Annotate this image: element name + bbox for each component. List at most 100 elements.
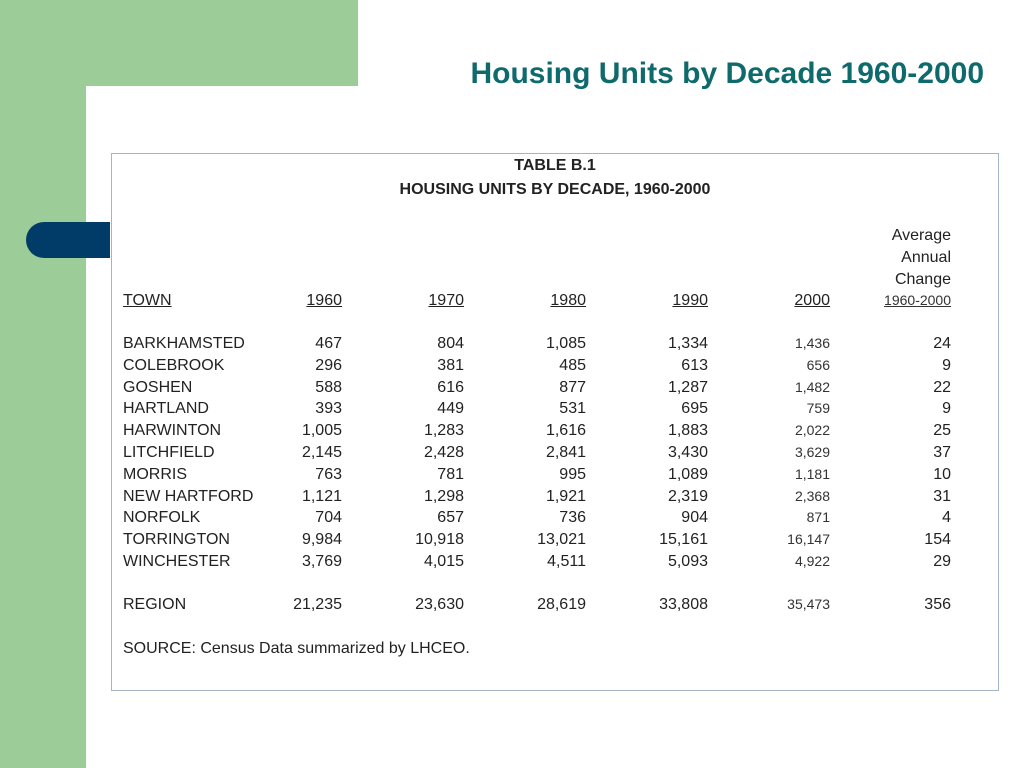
table-cell-avg-change: 31 bbox=[933, 488, 951, 506]
column-header-town: TOWN bbox=[123, 292, 172, 310]
table-cell-town: MORRIS bbox=[123, 466, 187, 484]
table-cell-1960: 467 bbox=[315, 335, 342, 353]
table-cell-town: HARWINTON bbox=[123, 422, 221, 440]
table-caption: HOUSING UNITS BY DECADE, 1960-2000 bbox=[112, 181, 998, 199]
total-cell-avg-change: 356 bbox=[924, 596, 951, 614]
table-cell-1980: 1,921 bbox=[546, 488, 586, 506]
table-cell-1970: 781 bbox=[437, 466, 464, 484]
column-header-avg-change: 1960-2000 bbox=[884, 292, 951, 308]
table-cell-1990: 1,287 bbox=[668, 379, 708, 397]
table-cell-avg-change: 10 bbox=[933, 466, 951, 484]
table-cell-1980: 4,511 bbox=[547, 553, 586, 571]
table-cell-1990: 1,334 bbox=[668, 335, 708, 353]
table-cell-1960: 296 bbox=[315, 357, 342, 375]
column-header-1970: 1970 bbox=[428, 292, 464, 310]
avg-header-line-1: Average bbox=[892, 227, 951, 245]
table-cell-1980: 485 bbox=[559, 357, 586, 375]
table-cell-1990: 695 bbox=[681, 400, 708, 418]
table-cell-1960: 1,005 bbox=[302, 422, 342, 440]
table-cell-2000: 4,922 bbox=[795, 553, 830, 569]
table-cell-1960: 704 bbox=[315, 509, 342, 527]
table-cell-1960: 763 bbox=[315, 466, 342, 484]
table-cell-avg-change: 9 bbox=[942, 400, 951, 418]
housing-table: TABLE B.1 HOUSING UNITS BY DECADE, 1960-… bbox=[111, 153, 999, 691]
table-cell-1980: 13,021 bbox=[537, 531, 586, 549]
total-cell-1970: 23,630 bbox=[415, 596, 464, 614]
table-cell-avg-change: 22 bbox=[933, 379, 951, 397]
table-cell-2000: 1,482 bbox=[795, 379, 830, 395]
table-cell-1960: 588 bbox=[315, 379, 342, 397]
total-cell-town: REGION bbox=[123, 596, 186, 614]
table-cell-town: LITCHFIELD bbox=[123, 444, 215, 462]
source-note: SOURCE: Census Data summarized by LHCEO. bbox=[123, 640, 470, 658]
table-cell-1980: 736 bbox=[559, 509, 586, 527]
slide-title: Housing Units by Decade 1960-2000 bbox=[470, 57, 984, 91]
total-cell-1990: 33,808 bbox=[659, 596, 708, 614]
total-cell-1960: 21,235 bbox=[293, 596, 342, 614]
table-cell-1970: 1,298 bbox=[424, 488, 464, 506]
avg-header-line-2: Annual bbox=[901, 249, 951, 267]
table-cell-avg-change: 4 bbox=[942, 509, 951, 527]
table-cell-1990: 613 bbox=[681, 357, 708, 375]
table-cell-1970: 449 bbox=[437, 400, 464, 418]
table-cell-1960: 2,145 bbox=[302, 444, 342, 462]
table-cell-1970: 657 bbox=[437, 509, 464, 527]
table-cell-town: GOSHEN bbox=[123, 379, 192, 397]
table-cell-town: TORRINGTON bbox=[123, 531, 230, 549]
column-header-1990: 1990 bbox=[672, 292, 708, 310]
table-cell-2000: 1,181 bbox=[795, 466, 830, 482]
table-cell-2000: 3,629 bbox=[795, 444, 830, 460]
table-cell-1990: 904 bbox=[681, 509, 708, 527]
table-cell-town: COLEBROOK bbox=[123, 357, 224, 375]
table-cell-1980: 531 bbox=[559, 400, 586, 418]
table-cell-1990: 2,319 bbox=[668, 488, 708, 506]
table-cell-2000: 2,368 bbox=[795, 488, 830, 504]
table-cell-2000: 1,436 bbox=[795, 335, 830, 351]
table-cell-1990: 15,161 bbox=[659, 531, 708, 549]
table-cell-1960: 3,769 bbox=[302, 553, 342, 571]
column-header-1960: 1960 bbox=[306, 292, 342, 310]
table-cell-1990: 1,089 bbox=[668, 466, 708, 484]
left-green-band bbox=[0, 0, 86, 768]
table-cell-1990: 1,883 bbox=[668, 422, 708, 440]
table-cell-1970: 10,918 bbox=[415, 531, 464, 549]
table-cell-1980: 877 bbox=[559, 379, 586, 397]
total-cell-1980: 28,619 bbox=[537, 596, 586, 614]
table-cell-town: WINCHESTER bbox=[123, 553, 231, 571]
table-cell-2000: 871 bbox=[807, 509, 830, 525]
total-cell-2000: 35,473 bbox=[787, 596, 830, 612]
table-cell-1990: 5,093 bbox=[668, 553, 708, 571]
table-cell-1980: 2,841 bbox=[546, 444, 586, 462]
table-cell-1970: 804 bbox=[437, 335, 464, 353]
table-cell-1970: 381 bbox=[437, 357, 464, 375]
table-label: TABLE B.1 bbox=[112, 157, 998, 175]
table-cell-avg-change: 37 bbox=[933, 444, 951, 462]
table-cell-avg-change: 24 bbox=[933, 335, 951, 353]
avg-header-line-3: Change bbox=[895, 271, 951, 289]
top-green-band bbox=[0, 0, 358, 86]
table-cell-avg-change: 25 bbox=[933, 422, 951, 440]
table-cell-2000: 2,022 bbox=[795, 422, 830, 438]
table-cell-1990: 3,430 bbox=[668, 444, 708, 462]
table-cell-1980: 995 bbox=[559, 466, 586, 484]
table-cell-town: BARKHAMSTED bbox=[123, 335, 245, 353]
table-cell-1980: 1,085 bbox=[546, 335, 586, 353]
column-header-2000: 2000 bbox=[794, 292, 830, 310]
table-cell-town: NEW HARTFORD bbox=[123, 488, 253, 506]
table-cell-town: HARTLAND bbox=[123, 400, 209, 418]
table-cell-1960: 9,984 bbox=[302, 531, 342, 549]
blue-accent-bar bbox=[26, 222, 110, 258]
table-cell-avg-change: 9 bbox=[942, 357, 951, 375]
table-cell-1970: 4,015 bbox=[424, 553, 464, 571]
table-cell-2000: 656 bbox=[807, 357, 830, 373]
table-cell-1970: 616 bbox=[437, 379, 464, 397]
table-cell-1970: 2,428 bbox=[424, 444, 464, 462]
table-cell-1960: 393 bbox=[315, 400, 342, 418]
table-cell-1980: 1,616 bbox=[546, 422, 586, 440]
table-cell-1960: 1,121 bbox=[302, 488, 342, 506]
table-cell-town: NORFOLK bbox=[123, 509, 200, 527]
table-cell-avg-change: 154 bbox=[924, 531, 951, 549]
table-cell-2000: 759 bbox=[807, 400, 830, 416]
column-header-1980: 1980 bbox=[550, 292, 586, 310]
table-cell-1970: 1,283 bbox=[424, 422, 464, 440]
